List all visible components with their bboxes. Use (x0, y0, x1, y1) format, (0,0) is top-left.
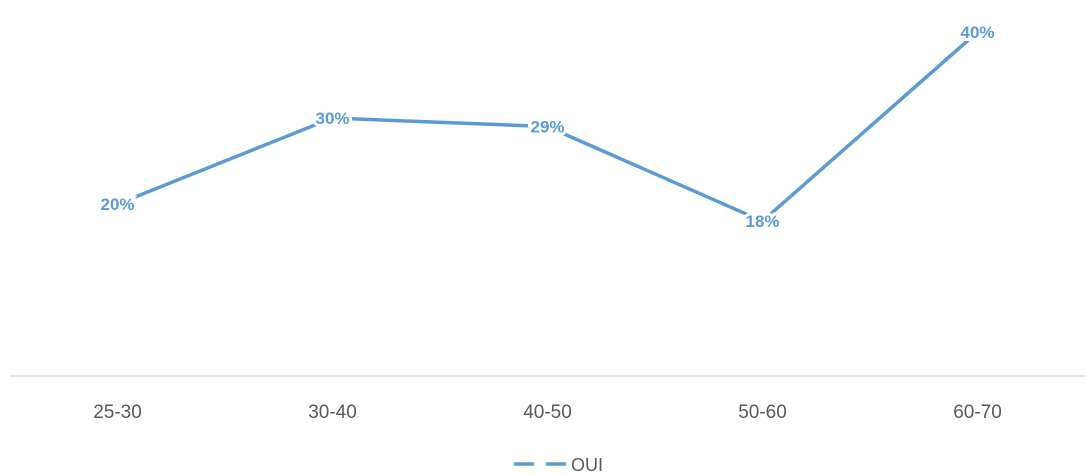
series-line (115, 30, 980, 223)
data-label: 29% (530, 118, 564, 137)
x-tick-label: 40-50 (523, 402, 572, 423)
x-axis-tick-labels: 25-30 30-40 40-50 50-60 60-70 (93, 402, 1002, 423)
x-tick-label: 60-70 (953, 402, 1002, 423)
x-tick-label: 25-30 (93, 402, 142, 423)
x-tick-label: 50-60 (738, 402, 787, 423)
data-label: 40% (960, 23, 994, 42)
data-label: 20% (100, 195, 134, 214)
legend-label: OUI (571, 455, 603, 474)
data-label: 18% (745, 212, 779, 231)
data-labels: 20% 30% 29% 18% 40% (97, 20, 997, 234)
data-label: 30% (315, 109, 349, 128)
x-tick-label: 30-40 (308, 402, 357, 423)
legend: OUI (514, 455, 603, 474)
